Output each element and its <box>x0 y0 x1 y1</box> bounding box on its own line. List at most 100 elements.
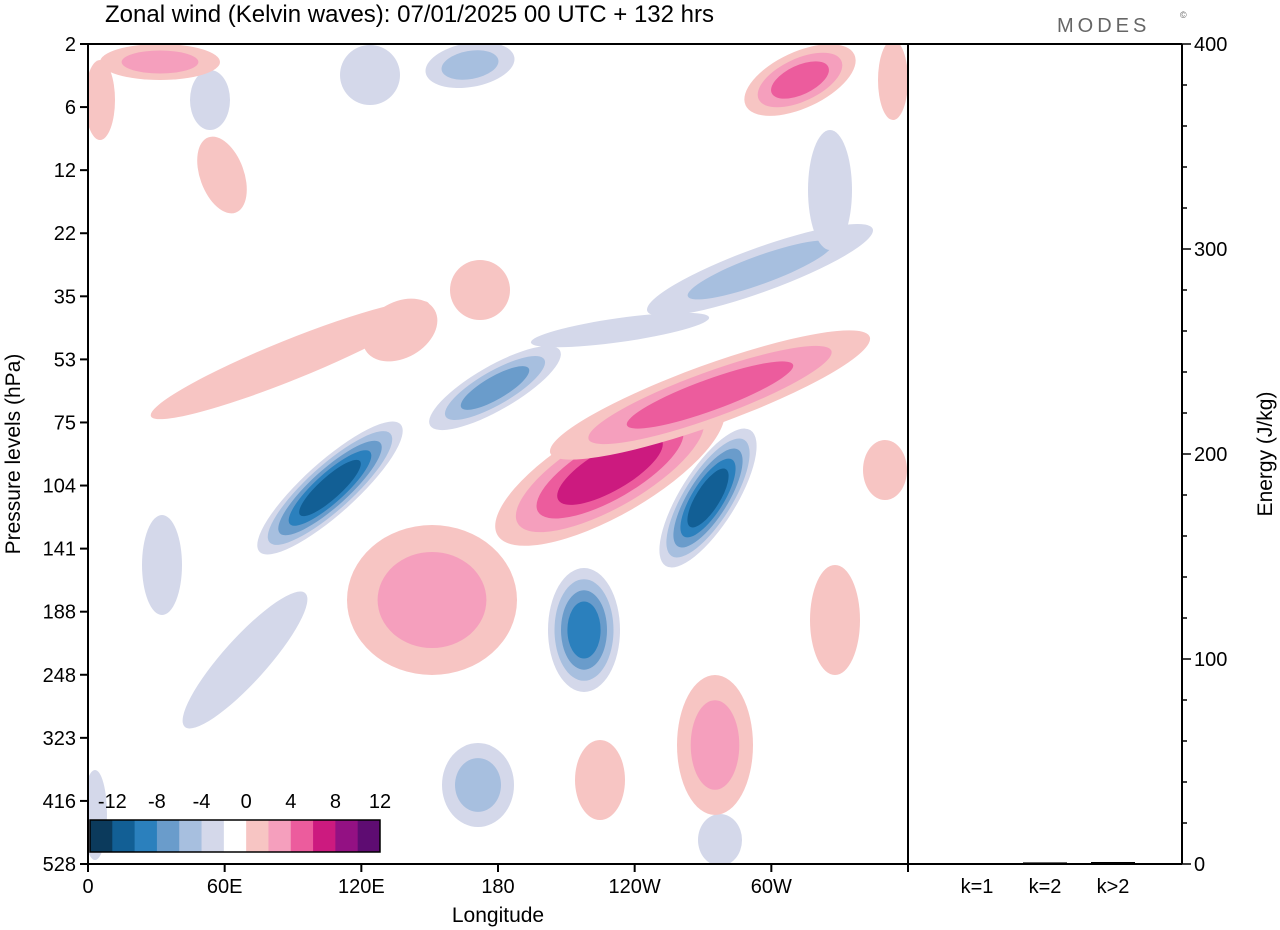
brand-logo: MODES <box>1057 15 1150 37</box>
contour-level <box>687 240 833 300</box>
colorbar-label: 0 <box>241 791 252 813</box>
colorbar-swatch <box>313 820 336 852</box>
contour-level <box>567 601 601 659</box>
contour-level <box>197 136 247 214</box>
energy-bar <box>1091 862 1135 864</box>
positive-anomaly-top-60W <box>744 44 856 116</box>
contour-level <box>808 130 852 250</box>
colorbar-swatch <box>201 820 225 852</box>
y-tick-label: 2 <box>65 34 76 56</box>
x-tick-label: 180 <box>481 876 514 898</box>
colorbar-swatch <box>246 820 269 852</box>
negative-anomaly-lower-180 <box>442 743 514 827</box>
contour-level <box>182 591 308 729</box>
contour-level <box>460 366 530 410</box>
contour-level <box>863 440 907 500</box>
contour-level <box>377 552 487 648</box>
contour-level <box>575 740 625 820</box>
colorbar-label: -12 <box>98 791 127 813</box>
colorbar-label: 12 <box>369 791 391 813</box>
positive-anomaly-strat-130E <box>362 298 438 362</box>
y-tick-label: 35 <box>54 286 76 308</box>
contour-level <box>455 758 501 812</box>
y-tick-label: 528 <box>43 854 76 876</box>
contour-level <box>530 312 710 348</box>
positive-anomaly-top-right <box>878 44 908 120</box>
positive-anomaly-top-left <box>88 60 115 140</box>
energy-axis-label: Energy (J/kg) <box>1254 392 1277 517</box>
negative-anomaly-170E <box>429 345 561 431</box>
x-tick-label: 120E <box>338 876 385 898</box>
contour-level <box>121 50 199 74</box>
contour-level <box>810 565 860 675</box>
energy-y-axis: 0 100 200 300 400 <box>1182 34 1227 876</box>
y-tick-label: 75 <box>54 412 76 434</box>
colorbar-label: -8 <box>148 791 166 813</box>
negative-anomaly-low-40E <box>142 515 182 615</box>
energy-tick-label: 100 <box>1194 649 1227 671</box>
x-tick-label: 120W <box>609 876 661 898</box>
x-tick-label: 60W <box>751 876 792 898</box>
y-tick-label: 22 <box>54 223 76 245</box>
contour-level <box>190 70 230 130</box>
negative-anomaly-upper-90W <box>646 224 874 316</box>
colorbar-swatch <box>112 820 136 852</box>
contour-level <box>690 700 740 790</box>
energy-tick-label: 300 <box>1194 239 1227 261</box>
colorbar-swatch <box>335 820 359 852</box>
energy-panel <box>908 43 1183 865</box>
x-tick-label: 60E <box>207 876 243 898</box>
positive-anomaly-lower-140W <box>575 740 625 820</box>
positive-anomaly-upper-60E <box>197 136 247 214</box>
brand-mark: © <box>1180 10 1187 20</box>
contour-level <box>450 260 510 320</box>
negative-anomaly-right-upper <box>808 130 852 250</box>
contour-level <box>771 61 829 99</box>
y-tick-label: 104 <box>43 476 76 498</box>
negative-anomaly-120E <box>257 421 403 555</box>
energy-bar <box>955 863 999 865</box>
positive-anomaly-strat-70E <box>150 300 430 420</box>
x-axis-label: Longitude <box>452 904 544 927</box>
energy-category-label: k=1 <box>961 876 994 898</box>
colorbar-swatch <box>90 820 113 852</box>
colorbar-swatch <box>179 820 202 852</box>
negative-anomaly-150W <box>548 568 620 692</box>
contour-level <box>557 435 663 505</box>
positive-anomaly-right-mid <box>863 440 907 500</box>
contour-level <box>878 44 908 120</box>
colorbar: -12 -8 -4 0 4 8 12 <box>89 791 391 853</box>
contour-level <box>626 361 794 429</box>
colorbar-label: 4 <box>285 791 296 813</box>
negative-anomaly-top-130E <box>340 45 400 105</box>
positive-anomaly-top-50E <box>100 44 220 80</box>
energy-tick-label: 400 <box>1194 34 1227 56</box>
energy-bars <box>955 862 1135 865</box>
energy-categories: k=1 k=2 k>2 <box>961 876 1130 898</box>
contour-level <box>88 60 115 140</box>
contour-level <box>687 468 729 528</box>
negative-anomaly-lower-60E <box>182 591 308 729</box>
chart-title: Zonal wind (Kelvin waves): 07/01/2025 00… <box>105 1 714 28</box>
positive-anomaly-lower-60W <box>677 675 753 815</box>
negative-anomaly-top-70E <box>190 70 230 130</box>
energy-tick-label: 200 <box>1194 444 1227 466</box>
negative-anomaly-top-170E <box>425 44 515 89</box>
y-tick-label: 188 <box>43 602 76 624</box>
colorbar-swatch <box>357 820 381 852</box>
y-tick-label: 6 <box>65 97 76 119</box>
colorbar-label: 8 <box>330 791 341 813</box>
contour-level <box>150 300 430 420</box>
colorbar-swatch <box>268 820 292 852</box>
contour-level <box>299 459 361 517</box>
energy-category-label: k=2 <box>1029 876 1062 898</box>
colorbar-swatch <box>290 820 314 852</box>
y-tick-label: 416 <box>43 791 76 813</box>
contour-level <box>142 515 182 615</box>
energy-category-label: k>2 <box>1097 876 1130 898</box>
y-tick-label: 323 <box>43 728 76 750</box>
positive-anomaly-low-40W <box>810 565 860 675</box>
contour-level <box>698 814 742 864</box>
x-tick-label: 0 <box>82 876 93 898</box>
